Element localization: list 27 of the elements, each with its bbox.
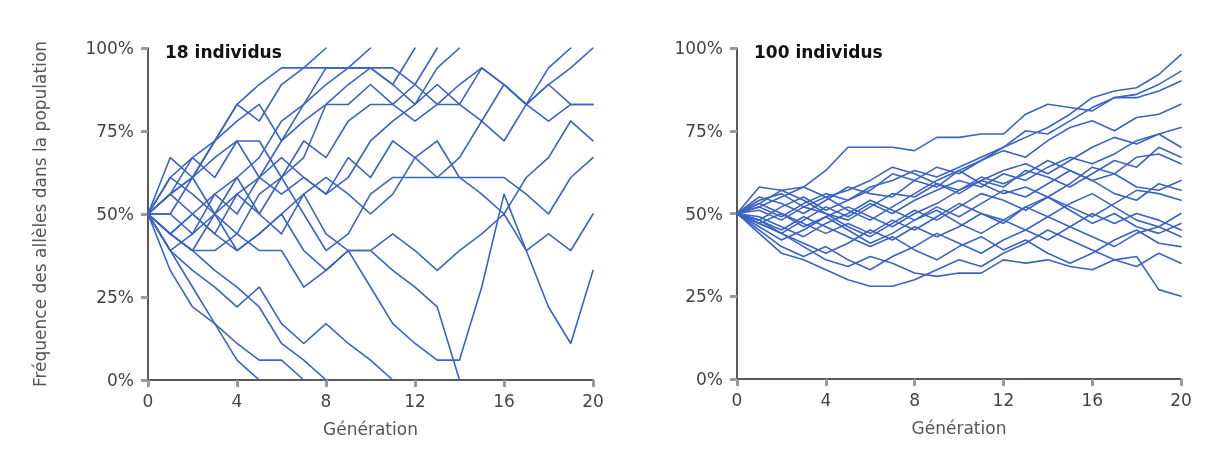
x-tick-label: 12 (404, 390, 426, 411)
y-tick-label: 100% (674, 38, 723, 58)
x-tick-label: 16 (1081, 389, 1104, 410)
x-tick-label: 4 (820, 389, 832, 410)
x-tick-label: 8 (320, 390, 332, 411)
x-axis-title: Génération (911, 417, 1007, 438)
chart-title: 100 individus (754, 41, 883, 62)
x-tick-label: 0 (142, 390, 154, 411)
x-tick-label: 16 (493, 390, 515, 411)
x-tick-label: 4 (231, 390, 243, 411)
y-tick-label: 50% (685, 203, 723, 224)
y-axis-title: Fréquence des allèles dans la population (29, 40, 50, 388)
y-tick-label: 25% (685, 286, 723, 307)
chart-title: 18 individus (165, 41, 282, 62)
x-tick-label: 20 (582, 390, 604, 411)
y-tick-label: 75% (96, 121, 134, 141)
x-tick-label: 0 (731, 389, 743, 410)
y-tick-label: 100% (85, 38, 134, 58)
y-tick-label: 50% (96, 204, 134, 224)
x-tick-label: 12 (992, 389, 1015, 410)
y-tick-label: 0% (107, 370, 134, 390)
x-tick-label: 8 (909, 389, 921, 410)
y-tick-label: 75% (685, 120, 723, 141)
x-tick-label: 20 (1170, 389, 1192, 410)
y-tick-label: 0% (696, 369, 723, 389)
x-axis-title: Génération (323, 418, 418, 439)
y-tick-label: 25% (96, 287, 134, 307)
